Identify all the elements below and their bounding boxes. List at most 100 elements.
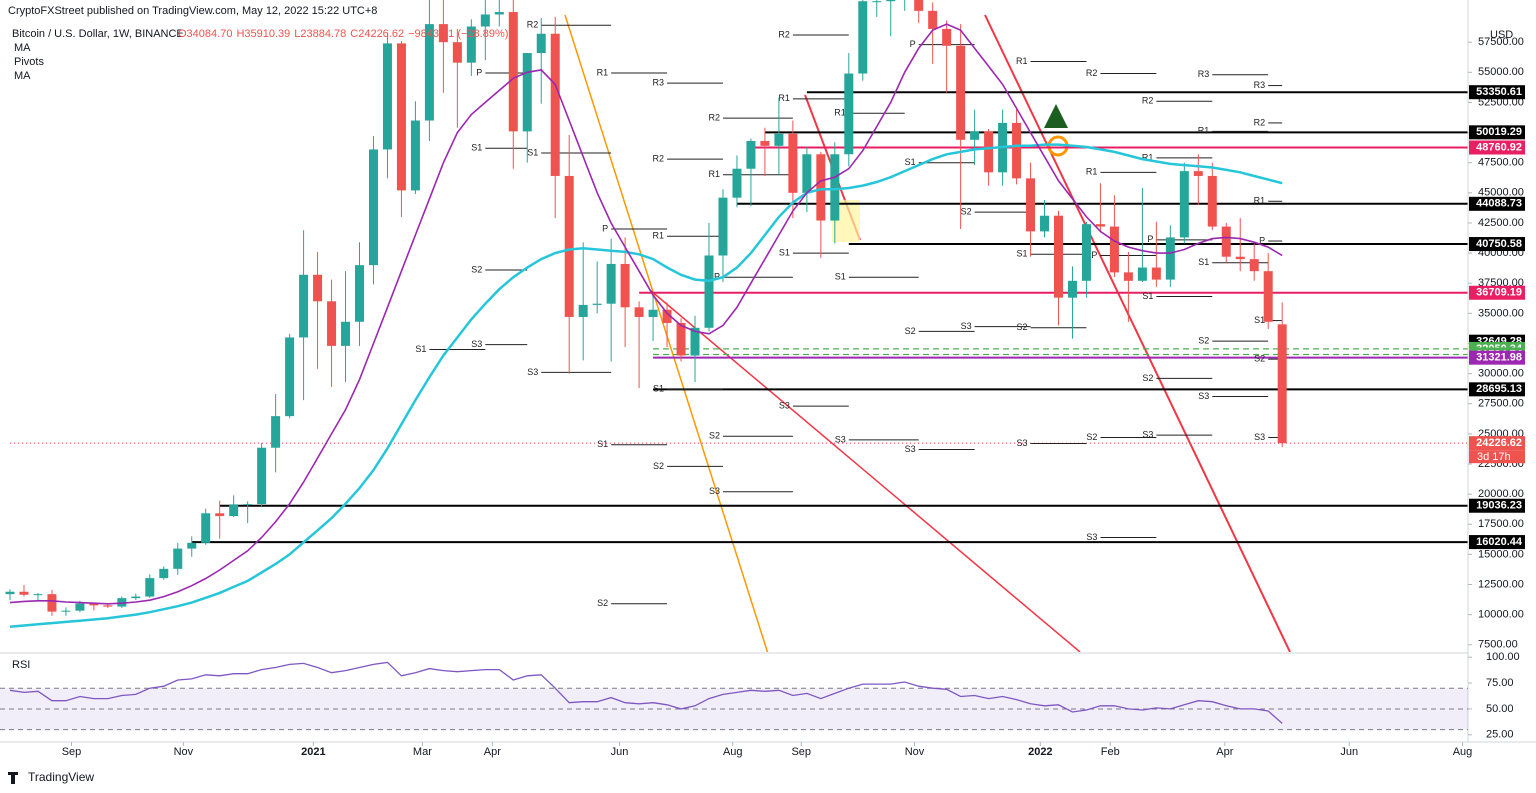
- candle-body: [424, 24, 434, 121]
- y-tick-label: 52500.00: [1478, 96, 1524, 108]
- pivot-label: R2: [1086, 68, 1098, 78]
- candle-body: [159, 568, 169, 579]
- x-tick-label: Sep: [62, 746, 82, 758]
- candle-body: [886, 0, 896, 2]
- pivot-label: R1: [1254, 196, 1266, 206]
- countdown-tag: [1469, 450, 1525, 464]
- candle-body: [872, 1, 882, 3]
- y-tick-label: 45000.00: [1478, 187, 1524, 199]
- candle-body: [327, 301, 337, 346]
- pivot-label: S2: [653, 461, 664, 471]
- pivot-label: R2: [1254, 117, 1266, 127]
- level-tag: [1469, 350, 1525, 365]
- candle-body: [844, 73, 854, 155]
- x-tick-label: Jun: [1340, 746, 1358, 758]
- y-tick-label: 30000.00: [1478, 368, 1524, 380]
- pivot-label: P: [1091, 250, 1097, 260]
- trend-line: [984, 14, 1291, 652]
- candle-body: [299, 274, 309, 338]
- pivot-label: S2: [597, 598, 608, 608]
- candle-body: [1095, 224, 1105, 227]
- pivot-label: S1: [653, 384, 664, 394]
- candle-body: [802, 154, 812, 193]
- y-tick-label: 7500.00: [1478, 639, 1518, 651]
- countdown: 3d 17h: [1477, 451, 1511, 463]
- level-tag: [1469, 382, 1525, 397]
- candle-body: [1277, 324, 1287, 444]
- y-tick-label: 15000.00: [1478, 548, 1524, 560]
- pivot-label: S1: [597, 439, 608, 449]
- candle-body: [382, 43, 392, 150]
- candle-body: [1109, 226, 1119, 273]
- pivot-label: R1: [1086, 167, 1098, 177]
- pivot-label: R1: [778, 93, 790, 103]
- pivot-label: S1: [779, 247, 790, 257]
- level-label: 44088.73: [1476, 198, 1522, 210]
- candle-body: [718, 197, 728, 256]
- pivot-label: P: [1259, 235, 1265, 245]
- symbol: Bitcoin / U.S. Dollar, 1W, BINANCE: [12, 28, 184, 40]
- pivot-label: S2: [961, 206, 972, 216]
- candle-body: [466, 26, 476, 63]
- level-label: 50019.29: [1476, 126, 1522, 138]
- candle-body: [1179, 171, 1189, 238]
- candle-body: [732, 168, 742, 198]
- pivot-label: R2: [708, 112, 720, 122]
- logo: [8, 772, 18, 784]
- y-tick-label: 57500.00: [1478, 36, 1524, 48]
- pivot-label: S3: [1017, 438, 1028, 448]
- candle-body: [201, 513, 211, 543]
- candle-body: [774, 133, 784, 146]
- pivot-label: S3: [961, 321, 972, 331]
- indicator: MA: [14, 70, 31, 82]
- pivot-label: R2: [778, 29, 790, 39]
- level-tag: [1469, 436, 1525, 451]
- candle-body: [662, 309, 672, 323]
- x-tick-label: 2021: [301, 746, 325, 758]
- pivot-label: S3: [1254, 432, 1265, 442]
- rsi-tick-label: 100.00: [1486, 651, 1520, 663]
- pivot-label: S2: [709, 431, 720, 441]
- candle-body: [508, 12, 518, 132]
- pivot-label: S3: [905, 444, 916, 454]
- trend-line: [649, 289, 1081, 652]
- indicator: MA: [14, 42, 31, 54]
- x-tick-label: 2022: [1028, 746, 1052, 758]
- pivot-label: S1: [471, 143, 482, 153]
- pivot-label: S2: [1254, 354, 1265, 364]
- candle-body: [117, 598, 127, 607]
- level-label: 40750.58: [1476, 238, 1522, 250]
- pivot-label: S2: [1142, 373, 1153, 383]
- main-pane: R2 S1 S3 P S1 S2 S3 S1 R1 P S1 S2 R3 R2 R1 S1 S2 R2 R1 P S2 S…: [5, 0, 1468, 652]
- candle-body: [760, 141, 770, 146]
- candle-body: [522, 53, 532, 132]
- pivot-label: S1: [1142, 291, 1153, 301]
- candle-body: [564, 175, 574, 317]
- candle-body: [1221, 226, 1231, 257]
- level-label: 19036.23: [1476, 500, 1522, 512]
- level-label: 48760.92: [1476, 141, 1522, 153]
- pivot-label: R1: [1198, 126, 1210, 136]
- pivot-label: S2: [905, 326, 916, 336]
- candle-body: [396, 43, 406, 191]
- candle-body: [606, 263, 616, 304]
- candle-body: [746, 141, 756, 169]
- ohlc-values: O34084.70 H35910.39 L23884.78 C24226.62 −984…: [178, 28, 508, 40]
- candle-body: [145, 578, 155, 597]
- candle-body: [215, 513, 225, 517]
- currency: USD: [1490, 29, 1513, 41]
- y-tick-label: 35000.00: [1478, 307, 1524, 319]
- candle-body: [676, 322, 686, 356]
- pivot-label: S3: [1142, 429, 1153, 439]
- x-tick-label: Apr: [484, 746, 501, 758]
- level-label: 16020.44: [1476, 536, 1523, 548]
- rsi-tick-label: 50.00: [1486, 703, 1514, 715]
- candle-body: [550, 33, 560, 176]
- pivot-label: R1: [653, 231, 665, 241]
- moving-average: [9, 143, 1283, 628]
- candle-body: [257, 447, 267, 505]
- candle-body: [928, 10, 938, 29]
- ohlc-value: C24226.62: [350, 28, 404, 40]
- candle-body: [1193, 171, 1203, 176]
